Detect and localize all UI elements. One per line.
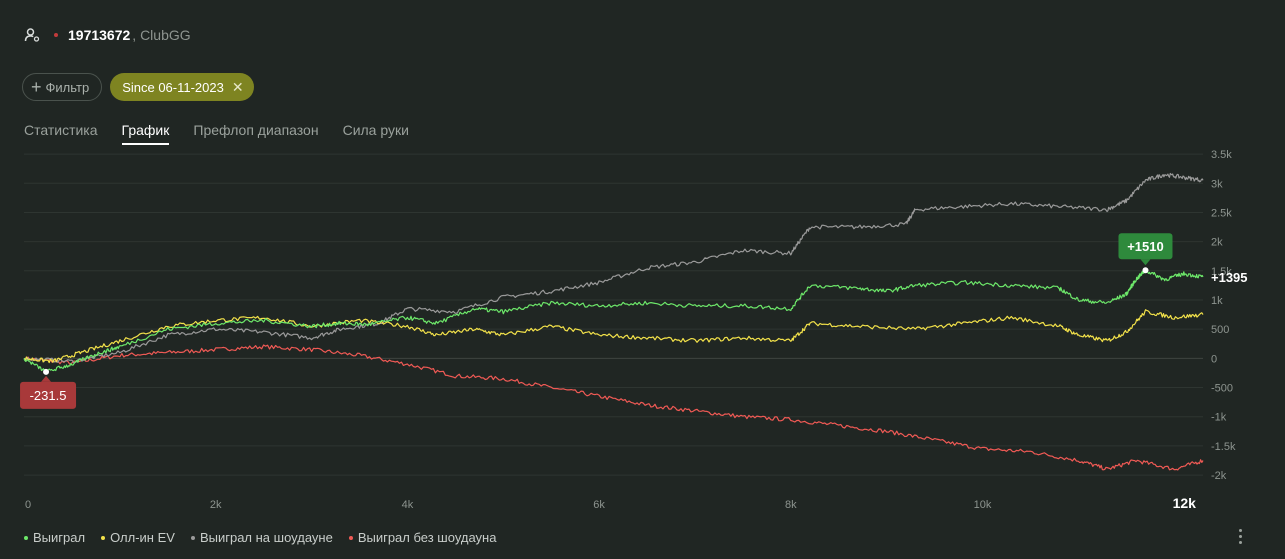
y-tick-label: -2k — [1211, 470, 1227, 482]
tab-bar: Статистика График Префлоп диапазон Сила … — [24, 122, 409, 145]
close-icon[interactable]: ✕ — [231, 78, 244, 95]
legend-item-non-showdown[interactable]: Выиграл без шоудауна — [348, 530, 497, 545]
plus-icon: + — [31, 77, 42, 97]
last-value-label: +1395 — [1211, 270, 1248, 285]
tab-graph[interactable]: График — [121, 122, 170, 145]
min-point-marker — [43, 368, 50, 375]
filter-bar: + Фильтр Since 06-11-2023 ✕ — [22, 73, 254, 101]
tab-hand-strength[interactable]: Сила руки — [343, 122, 409, 145]
tab-statistics[interactable]: Статистика — [24, 122, 98, 145]
y-tick-label: 1k — [1211, 295, 1223, 307]
y-tick-label: -500 — [1211, 383, 1233, 395]
y-tick-label: 3.5k — [1211, 150, 1232, 161]
date-filter-label: Since 06-11-2023 — [122, 79, 224, 95]
max-label-pointer — [1140, 259, 1151, 266]
x-tick-label: 2k — [210, 499, 222, 511]
add-filter-label: Фильтр — [45, 79, 90, 95]
min-label: -231.5 — [30, 388, 67, 403]
series-line[interactable] — [23, 172, 1204, 364]
y-tick-label: 2k — [1211, 237, 1223, 249]
player-id: 19713672 — [68, 27, 131, 43]
x-tick-label: 4k — [402, 499, 414, 511]
y-tick-label: 1.5k — [1211, 266, 1232, 278]
tab-label: Префлоп диапазон — [193, 122, 319, 138]
series-line[interactable] — [23, 344, 1204, 471]
legend-item-allin-ev[interactable]: Олл-ин EV — [101, 530, 175, 545]
legend-label: Выиграл без шоудауна — [357, 530, 497, 545]
legend-dot — [24, 535, 28, 540]
legend-label: Олл-ин EV — [110, 530, 175, 545]
min-label-pointer — [41, 375, 52, 382]
min-label-box — [20, 381, 77, 409]
tab-label: График — [121, 122, 170, 138]
x-tick-label: 10k — [974, 499, 992, 511]
player-header: 19713672 , ClubGG — [24, 24, 191, 46]
y-tick-label: 2.5k — [1211, 207, 1232, 219]
y-tick-label: -1k — [1211, 412, 1227, 424]
add-filter-button[interactable]: + Фильтр — [22, 73, 103, 101]
legend-item-won[interactable]: Выиграл — [24, 530, 85, 545]
y-tick-label: 0 — [1211, 353, 1217, 365]
legend-dot — [348, 535, 353, 540]
date-filter-chip[interactable]: Since 06-11-2023 ✕ — [110, 73, 254, 101]
tab-preflop-range[interactable]: Префлоп диапазон — [193, 122, 318, 145]
tab-label: Статистика — [24, 122, 98, 138]
winnings-chart[interactable]: 3.5k 3k 2.5k 2k 1.5k 1k 500 0 -500 -1k -1.5k -2k 0 2k… — [0, 150, 1285, 520]
x-tick-label: 0 — [25, 499, 31, 511]
y-tick-label: -1.5k — [1211, 441, 1236, 453]
max-label: +1510 — [1127, 239, 1164, 254]
x-tick-label: 12k — [1173, 495, 1197, 511]
y-tick-label: 500 — [1211, 324, 1229, 336]
legend-dot — [101, 535, 106, 540]
x-tick-label: 6k — [593, 499, 605, 511]
legend-item-showdown[interactable]: Выиграл на шоудауне — [190, 530, 333, 545]
max-point-marker — [1142, 267, 1149, 274]
series-line[interactable] — [23, 309, 1204, 364]
x-tick-label: 8k — [785, 499, 797, 511]
tab-label: Сила руки — [342, 122, 409, 138]
legend-label: Выиграл — [33, 530, 86, 545]
user-settings-icon[interactable] — [24, 27, 40, 43]
legend-label: Выиграл на шоудауне — [199, 530, 333, 545]
more-options-icon[interactable] — [1232, 526, 1248, 546]
series-line[interactable] — [23, 269, 1204, 374]
y-tick-label: 3k — [1211, 178, 1223, 190]
room-name: , ClubGG — [132, 27, 191, 43]
chart-legend: Выиграл Олл-ин EV Выиграл на шоудауне Вы… — [24, 530, 496, 545]
status-dot — [54, 33, 58, 37]
legend-dot — [190, 535, 195, 540]
max-label-box — [1118, 233, 1173, 260]
